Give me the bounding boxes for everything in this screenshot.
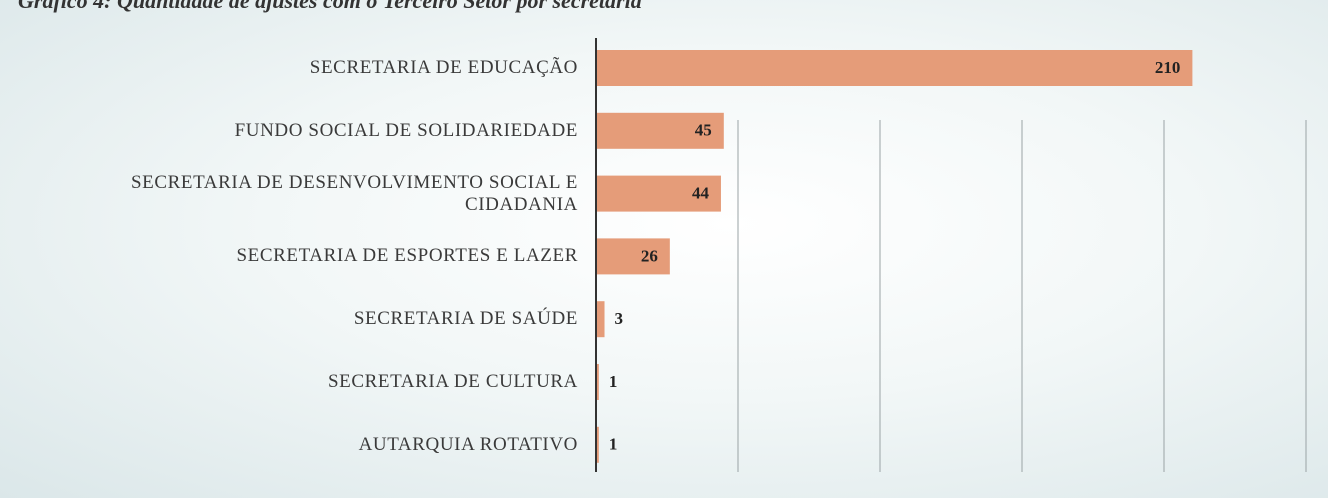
value-label: 44 (692, 184, 710, 203)
category-label: FUNDO SOCIAL DE SOLIDARIEDADE (234, 119, 578, 141)
value-label: 1 (609, 372, 618, 391)
value-label: 3 (615, 309, 624, 328)
value-label: 1 (609, 435, 618, 454)
value-label: 45 (695, 121, 712, 140)
category-label: SECRETARIA DE ESPORTES E LAZER (236, 245, 578, 267)
bar (596, 301, 605, 338)
bar (596, 50, 1193, 86)
category-label: SECRETARIA DE DESENVOLVIMENTO SOCIAL E C… (130, 171, 578, 215)
category-label: AUTARQUIA ROTATIVO (358, 433, 578, 455)
category-label: SECRETARIA DE EDUCAÇÃO (309, 57, 578, 78)
bar (596, 175, 721, 212)
category-label: SECRETARIA DE CULTURA (327, 371, 578, 392)
bar (596, 364, 599, 400)
chart-title: Gráfico 4: Quantidade de ajustes com o T… (18, 0, 642, 13)
bar (596, 112, 724, 149)
value-label: 26 (641, 246, 658, 265)
category-label: SECRETARIA DE SAÚDE (353, 308, 578, 330)
bar (596, 238, 670, 275)
bar (596, 426, 599, 463)
value-label: 210 (1155, 58, 1181, 77)
